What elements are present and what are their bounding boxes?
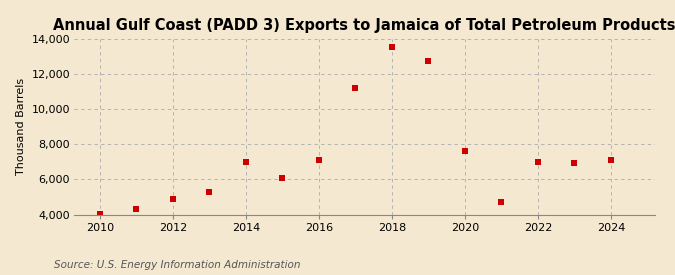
Text: Source: U.S. Energy Information Administration: Source: U.S. Energy Information Administ…: [54, 260, 300, 270]
Y-axis label: Thousand Barrels: Thousand Barrels: [16, 78, 26, 175]
Title: Annual Gulf Coast (PADD 3) Exports to Jamaica of Total Petroleum Products: Annual Gulf Coast (PADD 3) Exports to Ja…: [53, 18, 675, 33]
